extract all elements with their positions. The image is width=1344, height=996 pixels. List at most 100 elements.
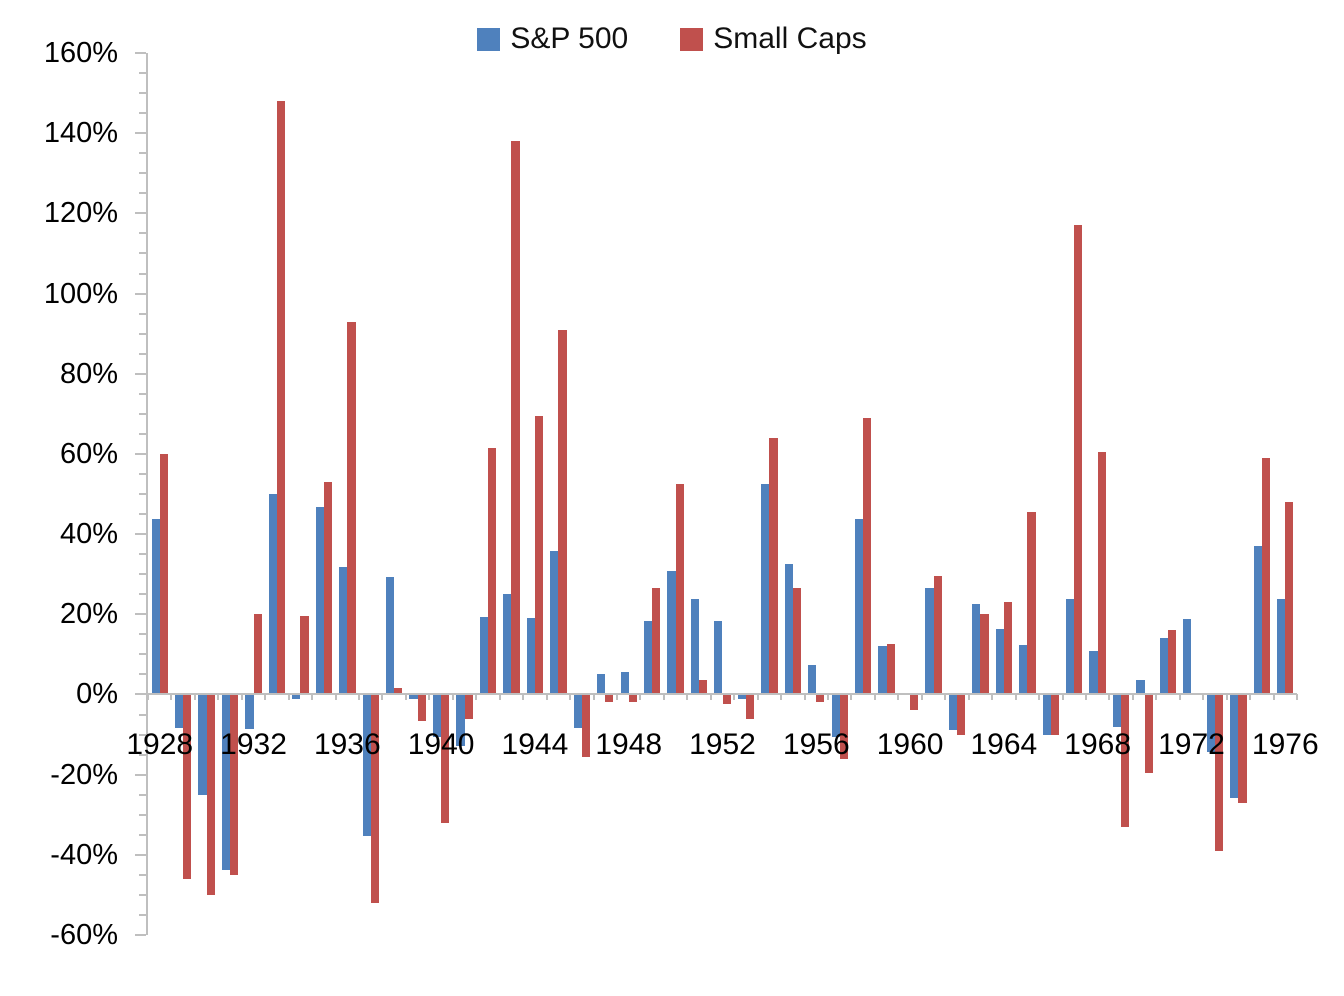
sp500-bar-1929 — [174, 694, 184, 728]
y-axis-tick — [135, 613, 146, 616]
sp500-bar-1971 — [1159, 637, 1169, 695]
y-axis-label: 160% — [43, 37, 118, 69]
sp500-bar-1954 — [761, 483, 770, 695]
y-axis-tick — [139, 833, 146, 836]
x-axis-tick — [240, 694, 243, 701]
x-axis-tick — [498, 694, 501, 701]
y-axis-tick — [139, 753, 146, 756]
sp500-bar-1976 — [1277, 599, 1286, 695]
smallcaps-bar-1947 — [605, 694, 614, 703]
x-axis-tick — [639, 694, 642, 701]
x-axis-tick — [170, 694, 173, 701]
x-axis-tick — [1108, 694, 1111, 701]
sp500-bar-1936 — [339, 566, 348, 695]
smallcaps-bar-1950 — [675, 483, 684, 695]
legend-label-smallcaps: Small Caps — [713, 22, 867, 55]
smallcaps-bar-1930 — [206, 694, 215, 895]
y-axis-tick — [139, 272, 146, 275]
smallcaps-bar-1970 — [1144, 694, 1153, 773]
sp500-swatch-icon — [477, 27, 501, 51]
smallcaps-bar-1958 — [863, 417, 872, 695]
smallcaps-bar-1968 — [1097, 451, 1106, 695]
y-axis-label: 60% — [59, 437, 118, 470]
smallcaps-bar-1964 — [1003, 602, 1013, 695]
y-axis-tick — [139, 573, 146, 576]
x-axis-tick — [1061, 694, 1064, 701]
x-axis-label: 1956 — [782, 728, 850, 762]
y-axis-tick — [139, 312, 146, 315]
x-axis-line — [146, 693, 1297, 696]
x-axis-tick — [569, 694, 572, 701]
smallcaps-bar-1935 — [323, 481, 333, 695]
y-axis-tick — [139, 172, 146, 175]
x-axis-label: 1964 — [970, 728, 1038, 762]
x-axis-tick — [381, 694, 384, 701]
sp500-bar-1949 — [643, 621, 653, 695]
sp500-bar-1944 — [526, 618, 535, 695]
x-axis-label: 1960 — [876, 728, 944, 762]
y-axis-tick — [139, 332, 146, 335]
x-axis-tick — [428, 694, 431, 701]
y-axis-label: -60% — [50, 919, 118, 951]
y-axis-tick — [139, 92, 146, 95]
y-axis-label: 100% — [43, 277, 118, 310]
sp500-bar-1955 — [784, 563, 793, 695]
y-axis-tick — [139, 352, 146, 355]
x-axis-tick — [944, 694, 947, 701]
smallcaps-bar-1943 — [511, 141, 520, 695]
sp500-bar-1939 — [409, 694, 418, 699]
y-axis-tick — [139, 633, 146, 636]
x-axis-label: 1952 — [689, 728, 756, 762]
legend-label-sp500: S&P 500 — [510, 22, 629, 55]
x-axis-label: 1976 — [1251, 728, 1319, 762]
sp500-bar-1963 — [972, 603, 981, 695]
y-axis-tick — [139, 553, 146, 556]
x-axis-tick — [920, 694, 923, 701]
smallcaps-bar-1957 — [839, 694, 848, 759]
y-axis-tick — [139, 472, 146, 475]
x-axis-tick — [1038, 694, 1041, 701]
y-axis-tick — [139, 593, 146, 596]
sp500-bar-1945 — [550, 550, 559, 695]
smallcaps-bar-1969 — [1121, 694, 1130, 827]
smallcaps-bar-1942 — [488, 447, 497, 695]
y-axis-line — [146, 53, 148, 935]
smallcaps-bar-1965 — [1027, 512, 1036, 695]
smallcaps-bar-1934 — [300, 616, 309, 695]
x-axis-tick — [873, 694, 876, 701]
y-axis-label: 140% — [43, 117, 118, 150]
x-axis-tick — [147, 694, 149, 701]
y-axis-tick — [135, 533, 146, 536]
y-axis-tick — [139, 392, 146, 395]
x-axis-tick — [311, 694, 314, 701]
x-axis-tick — [451, 694, 454, 701]
x-axis-tick — [1249, 694, 1252, 701]
y-axis-tick — [139, 232, 146, 235]
sp500-bar-1953 — [737, 694, 746, 700]
y-axis-tick — [139, 653, 146, 656]
x-axis-tick — [1084, 694, 1087, 701]
y-axis-label: -40% — [50, 838, 118, 871]
x-axis-tick — [193, 694, 196, 701]
x-axis-tick — [522, 694, 525, 701]
smallcaps-bar-1955 — [792, 588, 802, 695]
x-axis-tick — [358, 694, 361, 701]
sp500-bar-1957 — [831, 694, 840, 737]
smallcaps-bar-1948 — [628, 694, 637, 703]
y-axis-tick — [139, 112, 146, 115]
y-axis-tick — [139, 513, 146, 516]
smallcaps-bar-1960 — [910, 694, 919, 711]
sp500-bar-1967 — [1066, 599, 1075, 695]
y-axis-tick — [135, 934, 146, 936]
y-axis-label: -20% — [50, 758, 118, 791]
legend-item-smallcaps: Small Caps — [680, 22, 867, 56]
y-axis-tick — [139, 412, 146, 415]
y-axis-tick — [135, 132, 146, 135]
sp500-bar-1970 — [1136, 680, 1145, 695]
legend-item-sp500: S&P 500 — [477, 22, 628, 56]
sp500-bar-1935 — [315, 507, 324, 695]
y-axis-tick — [139, 793, 146, 796]
x-axis-label: 1968 — [1064, 728, 1132, 762]
smallcaps-bar-1931 — [230, 694, 239, 875]
